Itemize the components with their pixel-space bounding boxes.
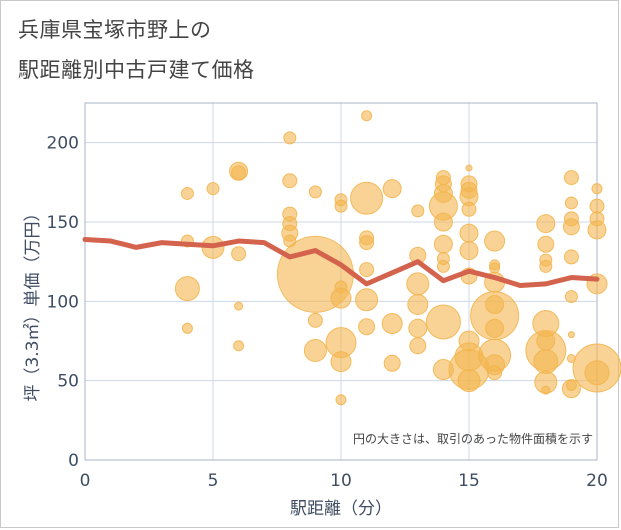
bubble-point [359,235,375,251]
bubble-point [234,301,244,311]
bubble-point [587,220,607,240]
bubble-point [484,230,506,252]
bubble-point [537,235,555,253]
bubble-point [355,288,379,312]
bubble-point [307,312,323,328]
bubble-point [487,365,503,381]
bubble-point [407,294,429,316]
bubble-point [231,246,247,262]
bubble-point [358,318,376,336]
trend-line-layer [82,236,600,288]
bubble-point [409,337,427,355]
y-tick-label: 50 [57,372,79,392]
bubble-point [411,204,425,218]
bubble-layer [174,110,621,406]
bubble-point [564,290,578,304]
bubble-point [383,354,401,372]
x-tick-label: 0 [80,471,91,491]
y-tick-label: 100 [47,292,79,312]
bubble-point [330,287,352,309]
bubble-point [382,179,402,199]
bubble-point [584,360,610,386]
y-tick-label: 0 [68,451,79,471]
bubble-point [335,394,347,406]
y-axis-label: 坪（3.3㎡）単価（万円） [23,204,43,401]
bubble-point [350,181,384,215]
bubble-point [567,331,575,339]
bubble-point [564,196,578,210]
bubble-point [180,186,194,200]
bubble-point [303,339,327,363]
bubble-point [461,201,477,217]
bubble-point [282,173,298,189]
bubble-point [563,170,579,186]
trend-line [82,236,600,288]
bubble-point [591,183,603,195]
bubble-point [433,212,453,232]
bubble-point [406,272,430,296]
bubble-point [233,340,245,352]
bubble-point [539,259,553,273]
bubble-point [489,262,501,274]
bubble-point [283,131,297,145]
bubble-point [459,223,479,243]
bubble-point [541,385,551,395]
chart-title-line2: 駅距離別中古戸建て価格 [18,58,255,82]
bubble-point [562,218,580,236]
bubble-point [330,351,352,373]
bubble-point [231,165,247,181]
bubble-point [408,318,428,338]
bubble-point [174,276,200,302]
x-tick-label: 20 [586,471,608,491]
bubble-point [206,182,220,196]
bubble-point [359,262,375,278]
bubble-point [465,164,473,172]
bubble-point [433,234,453,254]
bubble-point [361,110,373,122]
bubble-point [381,313,403,335]
bubble-point [308,185,322,199]
y-tick-label: 150 [47,213,79,233]
bubble-point [536,214,556,234]
bubble-point [485,318,505,338]
bubble-point [459,241,479,261]
bubble-point [425,304,461,340]
x-tick-label: 5 [208,471,219,491]
bubble-point [457,369,481,393]
bubble-point [589,198,605,214]
chart-title-line1: 兵庫県宝塚市野上の [18,18,212,42]
x-tick-label: 10 [330,471,352,491]
bubble-point [436,259,450,273]
bubble-point [181,322,193,334]
x-tick-label: 15 [458,471,480,491]
bubble-point [533,349,559,375]
bubble-size-annotation: 円の大きさは、取引のあった物件面積を示す [353,431,593,446]
x-axis-label: 駅距離（分） [290,499,392,519]
bubble-point [334,199,348,213]
bubble-point [563,249,579,265]
bubble-point [561,379,581,399]
y-tick-label: 200 [47,134,79,154]
